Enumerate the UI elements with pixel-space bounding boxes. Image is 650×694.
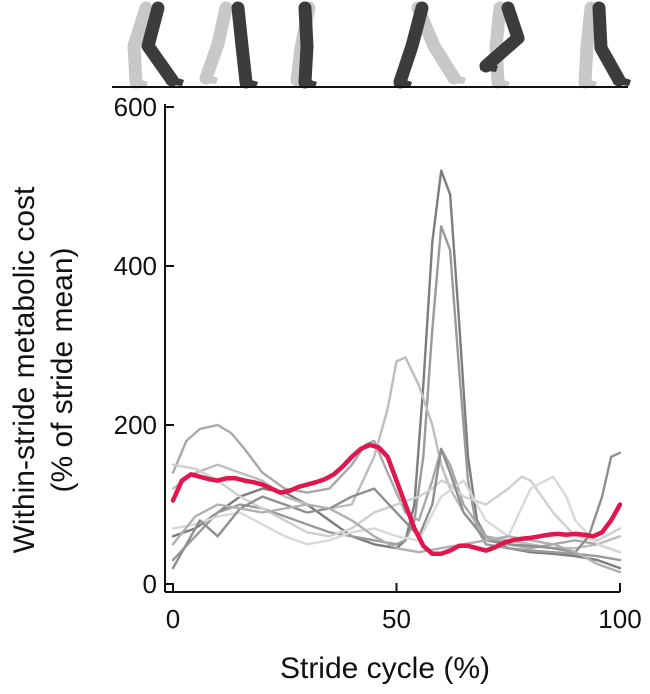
x-tick-label-50: 50 (382, 604, 411, 634)
y-tick-label-200: 200 (114, 410, 157, 440)
y-tick-label-600: 600 (114, 92, 157, 122)
gait-icons-strip (127, 1, 631, 89)
series-line-individual-4 (171, 423, 622, 554)
series-line-individual-6 (171, 475, 622, 554)
x-axis-label: Stride cycle (%) (280, 652, 490, 685)
gait-phase-1-icon (127, 1, 184, 89)
x-ticks: 0 50 100 (166, 583, 642, 634)
gait-phase-5-icon (479, 1, 525, 89)
y-tick-label-400: 400 (114, 251, 157, 281)
series-line-mean (170, 442, 623, 557)
series-line-individual-8 (171, 503, 622, 574)
x-tick-label-100: 100 (598, 604, 641, 634)
y-axis-label-line2: (% of stride mean) (46, 247, 79, 492)
series-layer (170, 169, 623, 574)
y-axis-label-line1: Within-stride metabolic cost (8, 186, 41, 553)
gait-phase-6-icon (578, 1, 631, 89)
gait-phase-3-icon (290, 1, 317, 89)
series-line-individual-3 (171, 356, 622, 550)
gait-phase-4-icon (393, 1, 466, 89)
x-tick-label-0: 0 (166, 604, 180, 634)
y-ticks: 0 200 400 600 (114, 92, 174, 599)
y-tick-label-0: 0 (143, 569, 157, 599)
gait-phase-2-icon (199, 1, 258, 89)
